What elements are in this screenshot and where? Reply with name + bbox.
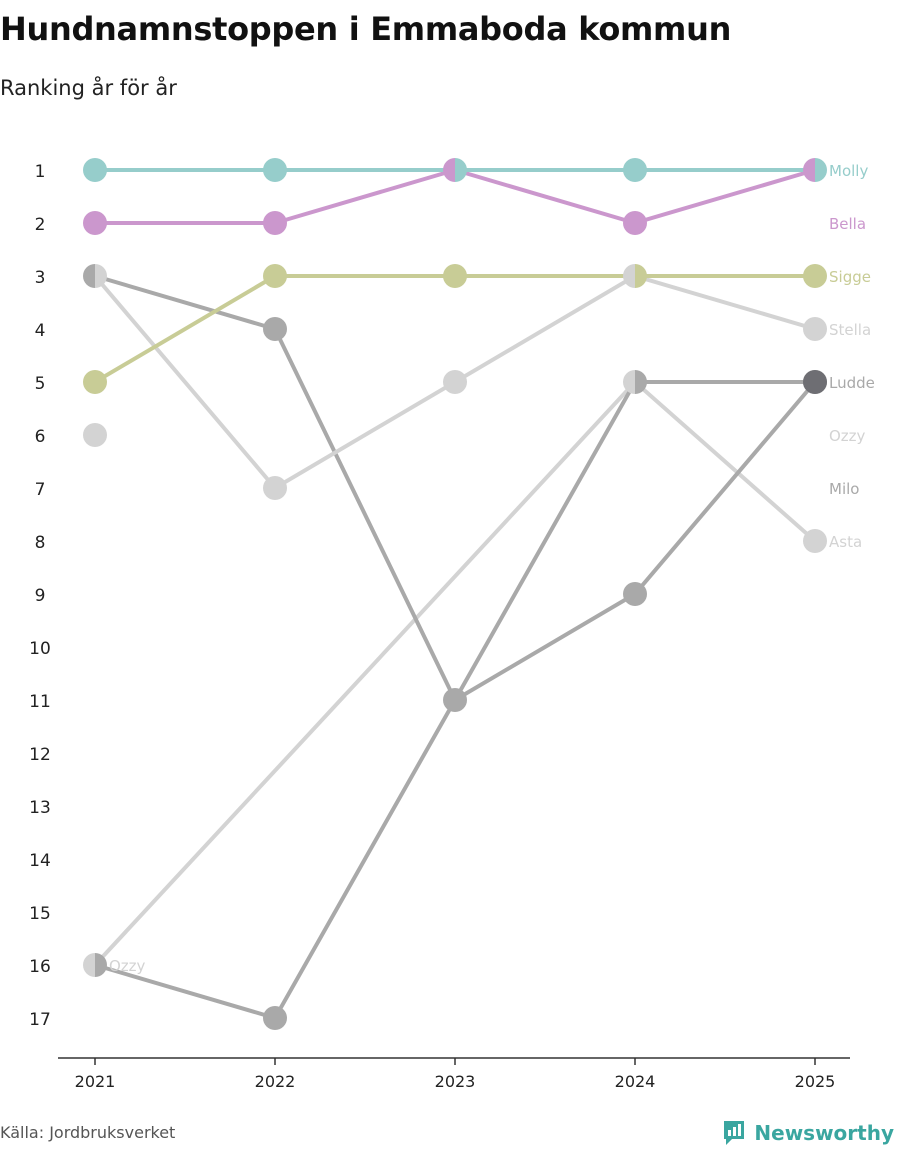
data-point-bella [83, 211, 107, 235]
x-tick-label: 2023 [435, 1072, 476, 1091]
data-point-sigge [443, 264, 467, 288]
y-tick-label: 12 [29, 745, 51, 765]
y-tick-label: 11 [29, 692, 51, 712]
y-tick-label: 16 [29, 957, 51, 977]
series-label-bella: Bella [829, 215, 866, 233]
data-point-molly-bella-left [443, 158, 455, 182]
y-tick-label: 4 [35, 321, 46, 341]
y-tick-label: 5 [35, 374, 46, 394]
brand-logo: Newsworthy [722, 1119, 894, 1147]
source-note: Källa: Jordbruksverket [0, 1123, 176, 1142]
data-point-asta [803, 529, 827, 553]
data-point-ozzy [83, 423, 107, 447]
series-label-ozzy: Ozzy [829, 427, 866, 445]
x-tick-label: 2021 [75, 1072, 116, 1091]
y-tick-label: 1 [35, 162, 46, 182]
series-label-milo: Milo [829, 480, 859, 498]
data-point-milo-asta-right [95, 953, 107, 977]
y-tick-label: 3 [35, 268, 46, 288]
data-point-ludde-milo-left [443, 688, 455, 712]
data-point-bella [623, 211, 647, 235]
y-tick-label: 10 [29, 639, 51, 659]
data-point-ludde-asta-right [635, 370, 647, 394]
data-point-molly-bella-right [815, 158, 827, 182]
data-point-sigge-stella-left [623, 264, 635, 288]
data-point-stella [803, 317, 827, 341]
series-line-sigge [93, 274, 815, 384]
y-tick-label: 17 [29, 1010, 51, 1030]
data-point-ludde-milo-right [455, 688, 467, 712]
newsworthy-icon [724, 1121, 745, 1145]
series-label-molly: Molly [829, 162, 868, 180]
series-line-asta [93, 380, 817, 967]
y-tick-label: 6 [35, 427, 46, 447]
series-line-ludde [94, 274, 815, 702]
series-label-asta: Asta [829, 533, 862, 551]
data-point-sigge [83, 370, 107, 394]
data-point-molly [623, 158, 647, 182]
series-lines [93, 168, 817, 1020]
series-label-sigge: Sigge [829, 268, 871, 286]
y-tick-label: 13 [29, 798, 51, 818]
data-point-ludde-final [803, 370, 827, 394]
chart-subtitle: Ranking år för år [0, 76, 177, 100]
brand-name: Newsworthy [754, 1121, 894, 1145]
data-point-sigge [263, 264, 287, 288]
data-point-ludde-asta-left [623, 370, 635, 394]
series-label-ludde: Ludde [829, 374, 875, 392]
data-point-molly-bella-right [455, 158, 467, 182]
chart-title: Hundnamnstoppen i Emmaboda kommun [0, 10, 732, 48]
data-point-milo [623, 582, 647, 606]
data-point-bella [263, 211, 287, 235]
y-tick-label: 14 [29, 851, 51, 871]
data-point-sigge [803, 264, 827, 288]
y-tick-label: 2 [35, 215, 46, 235]
data-point-molly [83, 158, 107, 182]
data-point-sigge-stella-right [635, 264, 647, 288]
data-point-stella-ludde-right [95, 264, 107, 288]
data-point-stella [263, 476, 287, 500]
x-tick-label: 2025 [795, 1072, 836, 1091]
x-tick-label: 2022 [255, 1072, 296, 1091]
data-point-stella-ludde-left [83, 264, 95, 288]
data-point-molly [263, 158, 287, 182]
data-point-stella [443, 370, 467, 394]
data-point-ludde [263, 317, 287, 341]
y-tick-label: 9 [35, 586, 46, 606]
y-tick-label: 15 [29, 904, 51, 924]
y-tick-label: 7 [35, 480, 46, 500]
series-labels: Molly Bella Sigge Stella Ludde Ozzy Milo Asta Oz… [109, 162, 875, 975]
y-tick-label: 8 [35, 533, 46, 553]
x-axis: 2021 2022 2023 2024 2025 [58, 1057, 850, 1091]
series-points [83, 158, 827, 1030]
data-point-molly-bella-left [803, 158, 815, 182]
x-tick-label: 2024 [615, 1072, 656, 1091]
data-point-milo [263, 1006, 287, 1030]
series-label-stella: Stella [829, 321, 871, 339]
data-point-milo-asta-left [83, 953, 95, 977]
series-label-ozzy: Ozzy [109, 957, 146, 975]
